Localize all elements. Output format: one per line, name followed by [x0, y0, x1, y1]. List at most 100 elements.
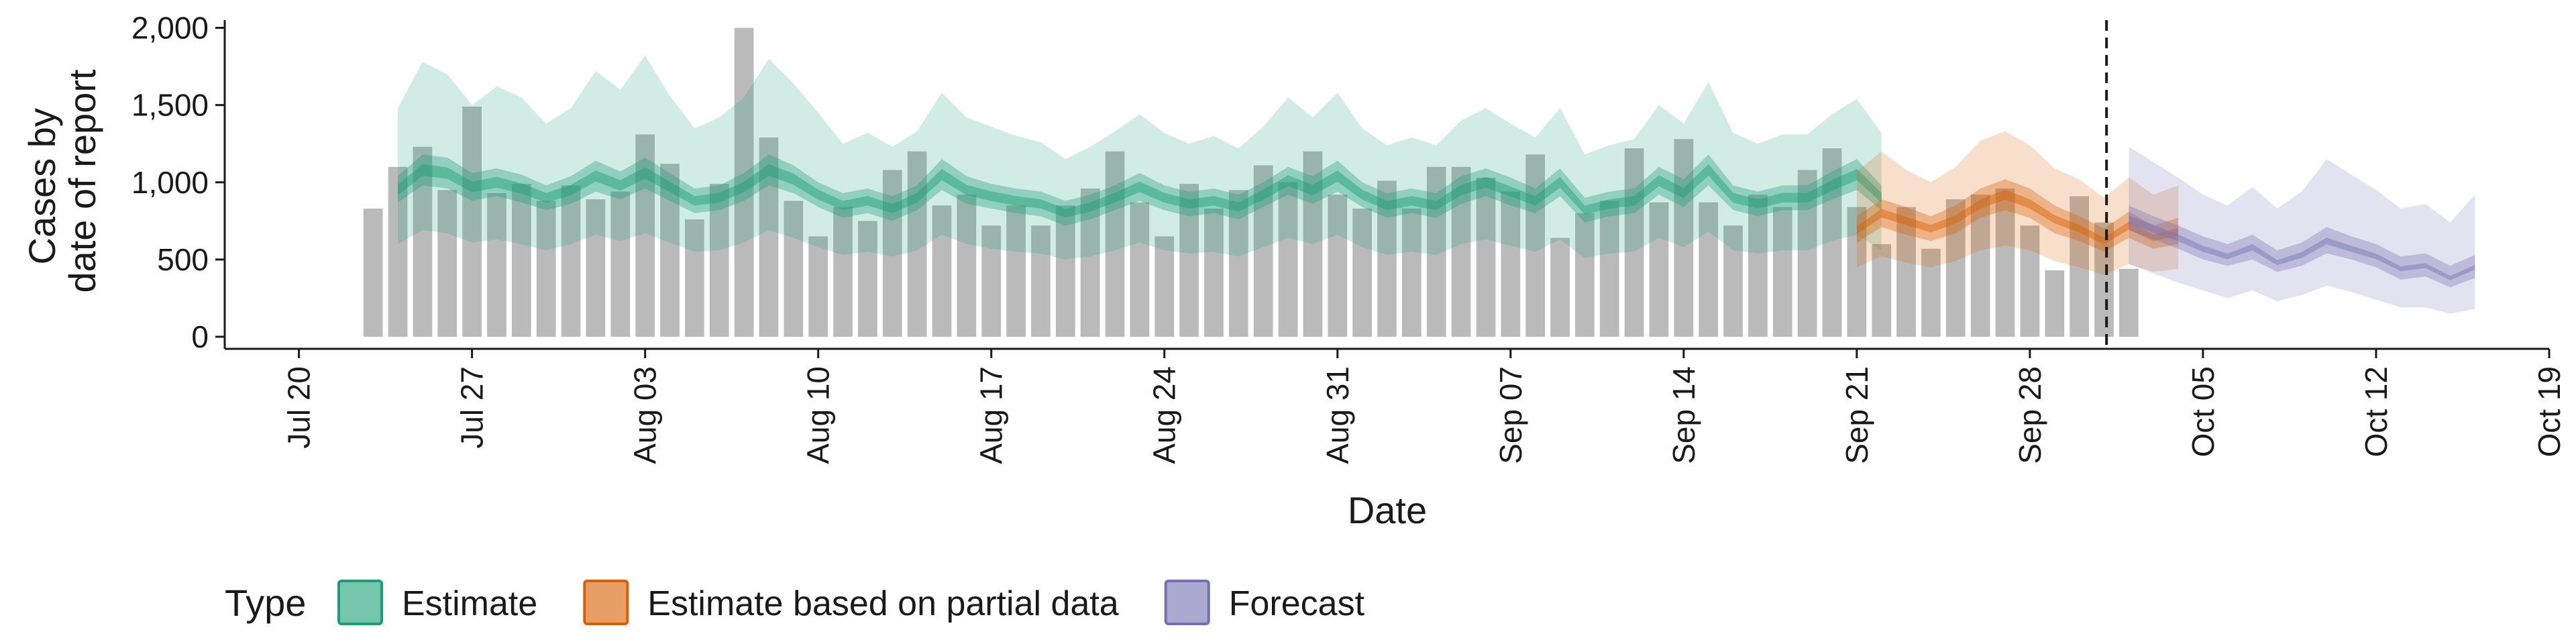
x-tick-label: Aug 10: [801, 366, 836, 464]
reported-cases-bar: [487, 193, 506, 337]
x-tick-label: Oct 19: [2532, 366, 2567, 458]
x-tick-label: Sep 28: [2012, 366, 2047, 464]
reported-cases-bar: [1352, 208, 1373, 337]
legend-label-estimate-based-on-partial-data: Estimate based on partial data: [647, 584, 1119, 623]
estimate-based-on-partial-data-90-interval: [1856, 131, 2179, 275]
reported-cases-bar: [808, 236, 828, 337]
reported-cases-bar: [1699, 202, 1719, 337]
reported-cases-bar: [462, 106, 482, 337]
reported-cases-bar: [907, 151, 927, 337]
x-tick-label: Oct 12: [2359, 366, 2394, 458]
axes: 0 500 1,000 1,500 2,000 Jul 20 Jul 27 Aug 03 Aug…: [131, 11, 2567, 464]
reported-cases-bar: [981, 225, 1002, 337]
reported-cases-bar: [1031, 225, 1051, 337]
reported-cases-bar: [1476, 177, 1496, 337]
reported-cases-bar: [1970, 195, 1990, 337]
reported-cases-bar: [1303, 151, 1323, 337]
reported-cases-bar: [1105, 151, 1125, 337]
reported-cases-bar: [734, 28, 754, 337]
x-tick-label: Jul 20: [282, 366, 317, 449]
y-axis-title: Cases by date of report: [21, 69, 103, 293]
reported-cases-bar: [536, 201, 556, 337]
forecast-90-interval: [2129, 146, 2475, 314]
reported-cases-bar: [1921, 248, 1941, 337]
reported-cases-bar: [1204, 208, 1224, 337]
reported-cases-bar: [1501, 191, 1521, 337]
reported-cases-bar: [1278, 182, 1298, 337]
reported-cases-bar: [1945, 199, 1966, 337]
reported-cases-bar: [882, 170, 902, 337]
estimate-based-on-partial-data-median: [1856, 189, 2179, 245]
reported-cases-bar: [1674, 139, 1694, 337]
x-tick-label: Sep 14: [1666, 366, 1701, 464]
y-tick-label: 500: [157, 242, 209, 277]
forecast-median: [2129, 215, 2475, 280]
reported-cases-bar: [2118, 268, 2139, 337]
x-tick-label: Jul 27: [455, 366, 490, 449]
x-tick-label: Sep 07: [1493, 366, 1528, 464]
estimate-based-on-partial-data-50-interval: [1856, 179, 2179, 252]
reported-cases-bar: [1080, 188, 1100, 337]
legend-swatch-estimate: [337, 580, 383, 625]
reported-cases-bar: [1525, 154, 1546, 337]
estimate-50-interval: [398, 154, 1882, 226]
reported-cases-bar: [610, 191, 631, 337]
reported-cases-bar: [685, 219, 704, 337]
reported-cases-bar: [388, 166, 408, 337]
x-tick-label: Oct 05: [2186, 366, 2220, 458]
reported-cases-bar: [1253, 165, 1273, 337]
legend-title: Type: [225, 582, 306, 624]
reported-cases-bar: [833, 207, 853, 337]
reported-cases-bar: [1130, 202, 1150, 337]
reported-cases-bar: [1426, 166, 1446, 337]
reported-cases-bar: [1772, 207, 1792, 337]
reported-cases-bar: [709, 184, 729, 337]
reported-cases-bar: [957, 195, 977, 337]
reported-cases-bar: [1649, 202, 1669, 337]
reported-cases-bar: [586, 199, 606, 337]
reported-cases-bar: [561, 185, 581, 337]
y-tick-label: 2,000: [131, 11, 209, 46]
reported-cases-bar: [1006, 205, 1026, 337]
legend-swatch-estimate-based-on-partial-data: [583, 580, 629, 625]
reported-cases-bar: [759, 137, 779, 337]
reported-cases-bar: [2020, 225, 2040, 337]
legend-label-estimate: Estimate: [402, 584, 537, 623]
x-tick-label: Aug 31: [1320, 366, 1355, 464]
y-tick-label: 1,000: [131, 165, 209, 200]
reported-cases-bar: [1401, 208, 1421, 337]
y-axis-title-line-1: Cases by: [21, 108, 63, 264]
reported-cases-bar: [1872, 244, 1892, 337]
reported-cases-bar: [1847, 207, 1867, 337]
reported-cases-bars: [363, 28, 2139, 337]
reported-cases-bar: [363, 208, 383, 337]
y-tick-label: 0: [191, 319, 209, 354]
reported-cases-bar: [1599, 201, 1619, 337]
estimate-median: [398, 164, 1882, 218]
reported-cases-bar: [1896, 207, 1916, 337]
reported-cases-bar: [1179, 184, 1199, 337]
forecast-50-interval: [2129, 205, 2475, 288]
reported-cases-bar: [413, 146, 433, 337]
reported-cases-bar: [1328, 195, 1348, 337]
y-axis-title-line-2: date of report: [61, 69, 103, 293]
reported-cases-bar: [1797, 170, 1817, 337]
reported-cases-bar: [1575, 213, 1595, 337]
reported-cases-bar: [1451, 166, 1471, 337]
reported-cases-bar: [1377, 180, 1397, 337]
reported-cases-bar: [858, 221, 877, 337]
x-tick-label: Sep 21: [1839, 366, 1874, 464]
reported-cases-bar: [784, 201, 804, 337]
legend-swatch-forecast: [1164, 580, 1210, 625]
reported-cases-bar: [2070, 196, 2089, 337]
reported-cases-bar: [635, 134, 655, 337]
reported-cases-bar: [1822, 148, 1842, 337]
estimate-90-interval: [398, 56, 1882, 260]
y-tick-label: 1,500: [131, 88, 209, 123]
reported-cases-bar: [437, 190, 458, 337]
reported-cases-bar: [1748, 195, 1768, 337]
reported-cases-bar: [660, 164, 680, 337]
reported-cases-bar: [1723, 225, 1743, 337]
x-tick-label: Aug 03: [628, 366, 663, 464]
